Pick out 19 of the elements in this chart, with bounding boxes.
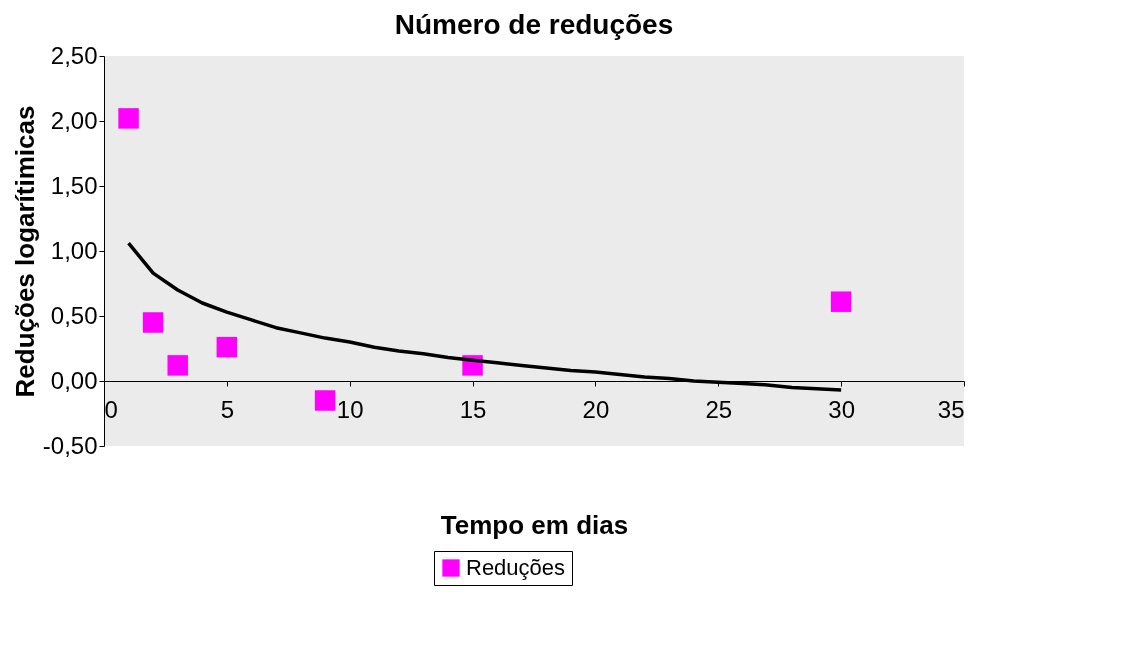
y-tick-label: -0,50 [42, 431, 98, 459]
y-tick-label: 2,00 [50, 106, 98, 134]
y-tick-label: 2,50 [50, 41, 98, 69]
y-tick-label: 1,00 [50, 236, 98, 264]
x-tick-label: 10 [336, 395, 364, 423]
x-tick-label: 35 [937, 395, 965, 423]
x-axis-title: Tempo em dias [440, 509, 629, 540]
x-tick-label: 15 [459, 395, 487, 423]
x-tick-label: 25 [705, 395, 733, 423]
y-tick-label: 0,50 [50, 301, 98, 329]
y-axis-title: Reduções logarítimicas [9, 105, 40, 398]
x-tick-label: 30 [828, 395, 855, 423]
legend-label: Reduções [466, 555, 566, 580]
chart-title: Número de reduções [394, 9, 674, 40]
y-tick-label: 0,00 [50, 366, 98, 394]
x-tick-label: 20 [582, 395, 610, 423]
x-tick-label: 5 [220, 395, 235, 423]
y-tick-label: 1,50 [50, 171, 98, 199]
x-tick-label: 0 [104, 395, 118, 423]
